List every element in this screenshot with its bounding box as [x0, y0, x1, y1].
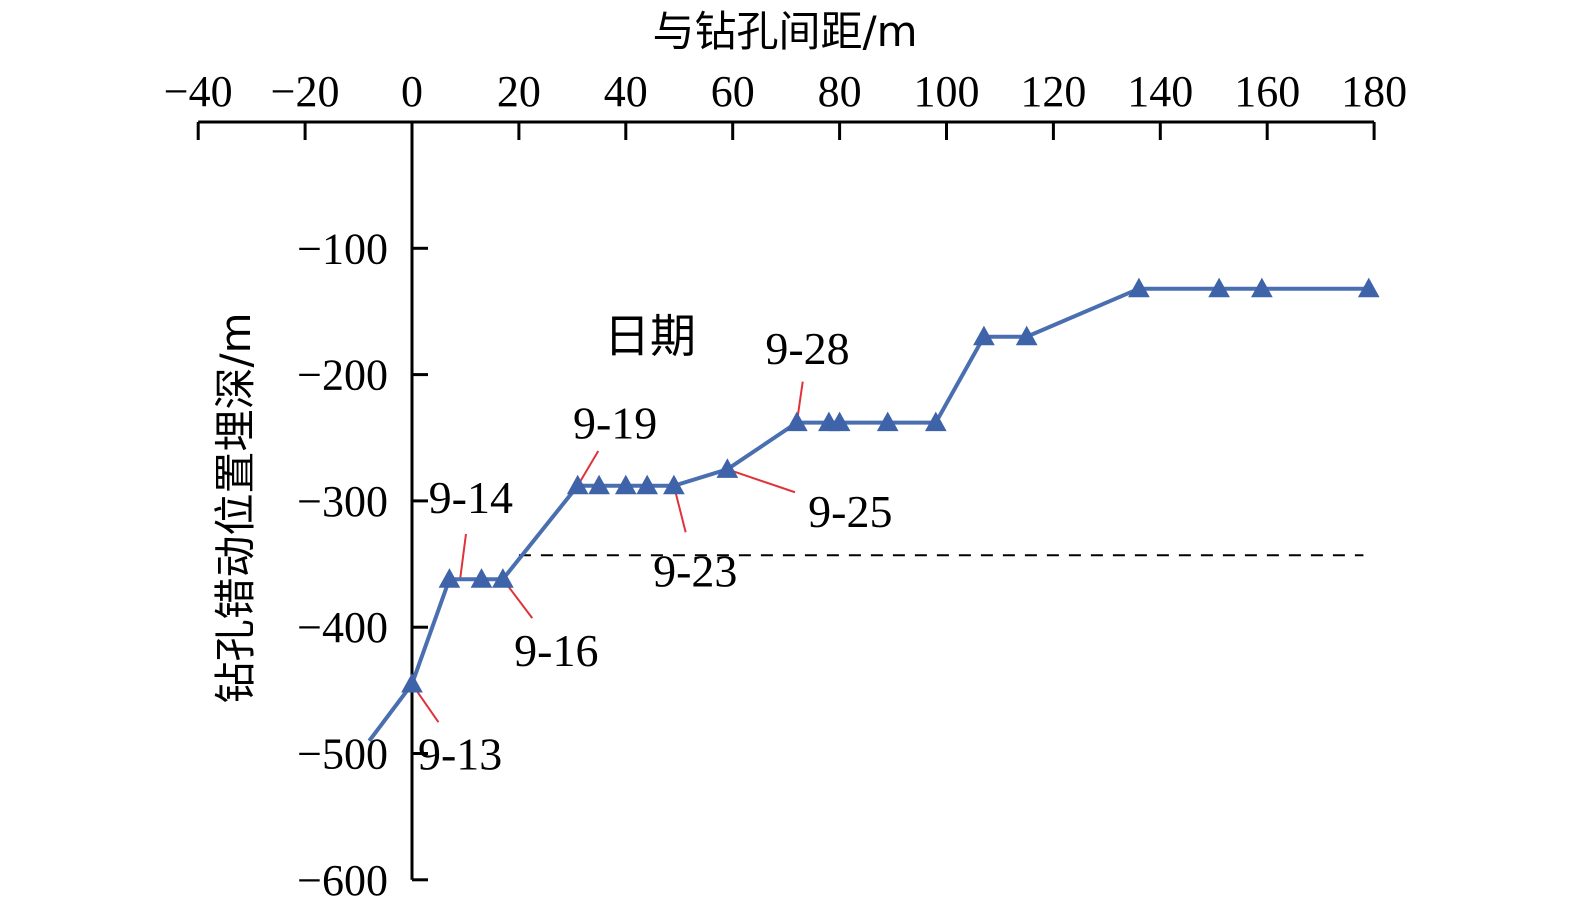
data-point-marker-18 — [1208, 277, 1230, 298]
legend-title: 日期 — [604, 309, 696, 363]
data-point-marker-2 — [470, 568, 493, 588]
series-group — [367, 277, 1380, 743]
y-tick-label-2: −300 — [297, 477, 388, 526]
data-point-marker-1 — [438, 568, 461, 588]
x-tick-label-11: 180 — [1341, 67, 1407, 116]
x-tick-label-7: 100 — [914, 67, 980, 116]
annotation-label-5: 9-25 — [808, 486, 892, 537]
x-tick-label-1: −20 — [271, 67, 340, 116]
data-point-marker-14 — [924, 411, 947, 432]
annotation-label-1: 9-14 — [429, 472, 513, 523]
y-tick-label-5: −600 — [297, 856, 388, 905]
annotation-label-3: 9-19 — [573, 398, 657, 449]
x-tick-label-8: 120 — [1020, 67, 1086, 116]
annotation-leader-5 — [727, 468, 796, 494]
y-axis-title: 钻孔错动位置埋深/m — [211, 312, 260, 703]
annotation-label-4: 9-23 — [653, 545, 737, 596]
data-point-marker-6 — [614, 474, 637, 495]
annotation-leader-3 — [576, 450, 600, 487]
data-point-marker-15 — [973, 325, 995, 346]
x-tick-label-4: 40 — [604, 67, 648, 116]
data-point-marker-19 — [1251, 277, 1273, 298]
annotation-label-2: 9-16 — [514, 625, 598, 676]
data-point-marker-8 — [663, 474, 685, 495]
data-point-marker-16 — [1015, 325, 1038, 346]
data-point-marker-0 — [401, 673, 423, 693]
x-tick-label-0: −40 — [164, 67, 233, 116]
axes-group: −40 −20 0 20 40 60 80 100 120 140 160 180−100−200−3… — [164, 67, 1407, 905]
annotation-label-0: 9-13 — [418, 729, 502, 780]
data-point-marker-12 — [828, 411, 851, 432]
data-point-marker-4 — [566, 474, 589, 495]
annotation-label-6: 9-28 — [765, 323, 849, 374]
annotation-leader-1 — [459, 533, 467, 580]
series-line-0 — [367, 286, 1369, 743]
x-axis-title: 与钻孔间距/m — [652, 7, 917, 56]
annotation-labels-group: 9-13 9-14 9-16 9-19 9-23 9-25 9-28 — [418, 323, 893, 779]
data-point-marker-20 — [1357, 277, 1380, 298]
x-tick-label-9: 140 — [1127, 67, 1193, 116]
data-point-marker-17 — [1128, 277, 1150, 298]
y-tick-label-1: −200 — [297, 351, 388, 400]
data-point-marker-5 — [588, 474, 610, 495]
y-tick-label-3: −400 — [297, 603, 388, 652]
data-point-marker-10 — [785, 411, 808, 432]
x-tick-label-5: 60 — [711, 67, 755, 116]
annotation-leaders-group — [411, 381, 804, 723]
data-point-marker-9 — [716, 458, 739, 478]
x-tick-label-10: 160 — [1234, 67, 1300, 116]
y-tick-label-0: −100 — [297, 224, 388, 273]
data-point-marker-13 — [876, 411, 899, 432]
data-point-marker-3 — [492, 568, 514, 588]
x-tick-label-2: 0 — [401, 67, 423, 116]
x-tick-label-3: 20 — [497, 67, 541, 116]
data-point-marker-7 — [636, 474, 659, 495]
x-tick-label-6: 80 — [818, 67, 862, 116]
